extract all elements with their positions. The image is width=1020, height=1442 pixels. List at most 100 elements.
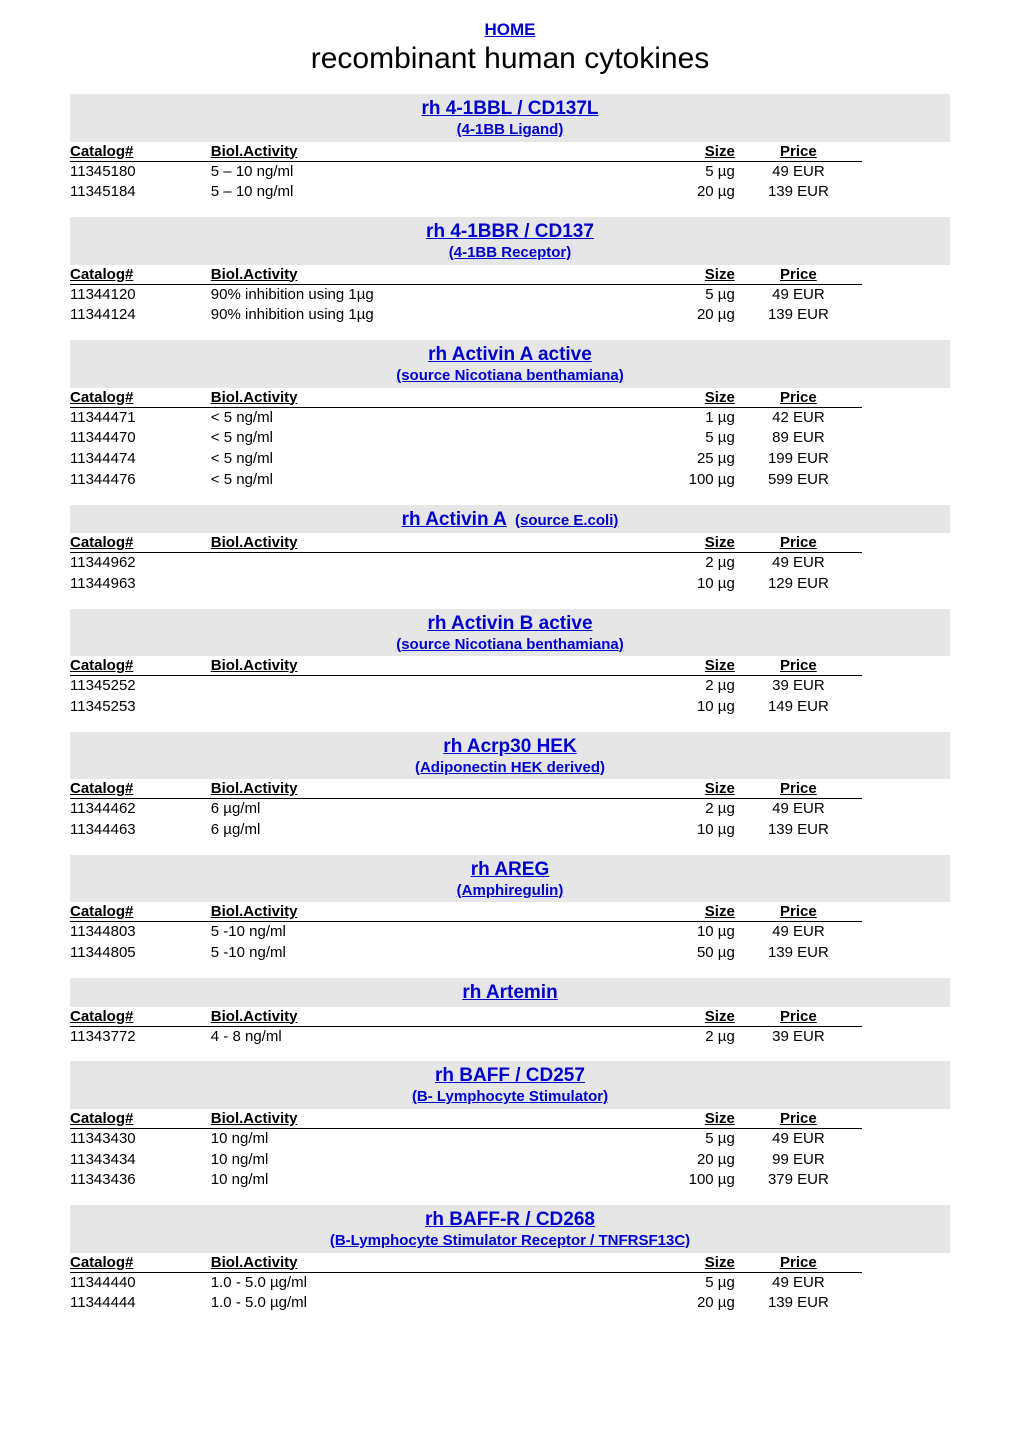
cell-pad bbox=[862, 182, 950, 203]
product-table: Catalog#Biol.ActivitySizePrice113449622 … bbox=[70, 533, 950, 595]
table-row: 113444441.0 - 5.0 µg/ml20 µg139 EUR bbox=[70, 1293, 950, 1314]
col-size: Size bbox=[475, 1109, 739, 1129]
section-subtitle-link[interactable]: (4-1BB Ligand) bbox=[457, 121, 564, 138]
col-catalog: Catalog# bbox=[70, 656, 211, 676]
product-table: Catalog#Biol.ActivitySizePrice11344471< … bbox=[70, 388, 950, 491]
section-header: rh Acrp30 HEK (Adiponectin HEK derived) bbox=[70, 732, 950, 780]
cell-size: 10 µg bbox=[475, 922, 739, 943]
col-price: Price bbox=[739, 265, 862, 285]
col-price: Price bbox=[739, 1109, 862, 1129]
cell-catalog: 11344124 bbox=[70, 305, 211, 326]
section-title-link[interactable]: rh Activin A active bbox=[428, 344, 592, 365]
col-size: Size bbox=[475, 656, 739, 676]
table-header-row: Catalog#Biol.ActivitySizePrice bbox=[70, 388, 950, 408]
table-row: 113452522 µg39 EUR bbox=[70, 676, 950, 697]
table-row: 11344471< 5 ng/ml1 µg42 EUR bbox=[70, 407, 950, 428]
home-link[interactable]: HOME bbox=[70, 20, 950, 40]
cell-price: 42 EUR bbox=[739, 407, 862, 428]
col-pad bbox=[862, 1007, 950, 1027]
col-size: Size bbox=[475, 533, 739, 553]
cell-price: 39 EUR bbox=[739, 676, 862, 697]
section-title-link[interactable]: rh 4-1BBR / CD137 bbox=[426, 221, 594, 242]
cell-pad bbox=[862, 820, 950, 841]
section-subtitle-link[interactable]: (source Nicotiana benthamiana) bbox=[396, 367, 624, 384]
cell-catalog: 11344120 bbox=[70, 284, 211, 305]
cell-price: 49 EUR bbox=[739, 553, 862, 574]
table-row: 113437724 - 8 ng/ml2 µg39 EUR bbox=[70, 1026, 950, 1047]
section-header: rh 4-1BBL / CD137L (4-1BB Ligand) bbox=[70, 94, 950, 142]
cell-size: 5 µg bbox=[475, 1128, 739, 1149]
section-subtitle-link[interactable]: (source E.coli) bbox=[515, 512, 618, 529]
col-pad bbox=[862, 1253, 950, 1273]
section-subtitle-link[interactable]: (source Nicotiana benthamiana) bbox=[396, 636, 624, 653]
col-activity: Biol.Activity bbox=[211, 1007, 475, 1027]
cell-size: 50 µg bbox=[475, 943, 739, 964]
cell-activity: 1.0 - 5.0 µg/ml bbox=[211, 1293, 475, 1314]
col-catalog: Catalog# bbox=[70, 902, 211, 922]
cell-size: 10 µg bbox=[475, 574, 739, 595]
section-subtitle-link[interactable]: (B- Lymphocyte Stimulator) bbox=[412, 1088, 608, 1105]
cell-size: 100 µg bbox=[475, 1170, 739, 1191]
cell-price: 379 EUR bbox=[739, 1170, 862, 1191]
col-price: Price bbox=[739, 388, 862, 408]
table-row: 11344470< 5 ng/ml5 µg89 EUR bbox=[70, 428, 950, 449]
table-row: 113444626 µg/ml2 µg49 EUR bbox=[70, 799, 950, 820]
section-title-link[interactable]: rh Acrp30 HEK bbox=[443, 736, 576, 757]
col-price: Price bbox=[739, 1253, 862, 1273]
section-subtitle-link[interactable]: (Adiponectin HEK derived) bbox=[415, 759, 605, 776]
table-row: 113448035 -10 ng/ml10 µg49 EUR bbox=[70, 922, 950, 943]
cell-pad bbox=[862, 161, 950, 182]
cell-pad bbox=[862, 799, 950, 820]
cell-pad bbox=[862, 449, 950, 470]
table-row: 1134525310 µg149 EUR bbox=[70, 697, 950, 718]
cell-size: 5 µg bbox=[475, 161, 739, 182]
cell-activity: < 5 ng/ml bbox=[211, 449, 475, 470]
col-activity: Biol.Activity bbox=[211, 533, 475, 553]
section-title-link[interactable]: rh 4-1BBL / CD137L bbox=[421, 98, 598, 119]
section-header: rh Activin A active (source Nicotiana be… bbox=[70, 340, 950, 388]
product-section: rh BAFF-R / CD268 (B-Lymphocyte Stimulato… bbox=[70, 1205, 950, 1314]
cell-catalog: 11344440 bbox=[70, 1272, 211, 1293]
cell-pad bbox=[862, 943, 950, 964]
product-section: rh Artemin Catalog#Biol.ActivitySizePrice… bbox=[70, 978, 950, 1048]
cell-size: 20 µg bbox=[475, 1293, 739, 1314]
section-title-link[interactable]: rh Activin B active bbox=[427, 613, 592, 634]
cell-price: 139 EUR bbox=[739, 182, 862, 203]
table-row: 11344476< 5 ng/ml100 µg599 EUR bbox=[70, 470, 950, 491]
section-title-link[interactable]: rh Activin A bbox=[402, 509, 507, 530]
cell-pad bbox=[862, 470, 950, 491]
cell-price: 49 EUR bbox=[739, 284, 862, 305]
col-activity: Biol.Activity bbox=[211, 1253, 475, 1273]
section-title-link[interactable]: rh BAFF-R / CD268 bbox=[425, 1209, 595, 1230]
col-activity: Biol.Activity bbox=[211, 1109, 475, 1129]
cell-activity bbox=[211, 553, 475, 574]
cell-catalog: 11344476 bbox=[70, 470, 211, 491]
cell-catalog: 11345252 bbox=[70, 676, 211, 697]
product-table: Catalog#Biol.ActivitySizePrice1134343010… bbox=[70, 1109, 950, 1191]
col-price: Price bbox=[739, 779, 862, 799]
table-row: 1134496310 µg129 EUR bbox=[70, 574, 950, 595]
cell-catalog: 11344963 bbox=[70, 574, 211, 595]
cell-catalog: 11343430 bbox=[70, 1128, 211, 1149]
section-title-link[interactable]: rh BAFF / CD257 bbox=[435, 1065, 585, 1086]
cell-pad bbox=[862, 922, 950, 943]
cell-activity: 90% inhibition using 1µg bbox=[211, 284, 475, 305]
cell-pad bbox=[862, 574, 950, 595]
section-subtitle-link[interactable]: (B-Lymphocyte Stimulator Receptor / TNFR… bbox=[330, 1232, 690, 1249]
table-header-row: Catalog#Biol.ActivitySizePrice bbox=[70, 1007, 950, 1027]
product-table: Catalog#Biol.ActivitySizePrice113437724 … bbox=[70, 1007, 950, 1048]
product-table: Catalog#Biol.ActivitySizePrice113451805 … bbox=[70, 142, 950, 204]
cell-price: 139 EUR bbox=[739, 1293, 862, 1314]
cell-pad bbox=[862, 1026, 950, 1047]
col-pad bbox=[862, 1109, 950, 1129]
section-subtitle-link[interactable]: (4-1BB Receptor) bbox=[449, 244, 572, 261]
section-title-link[interactable]: rh Artemin bbox=[462, 982, 557, 1003]
table-row: 1134412090% inhibition using 1µg5 µg49 E… bbox=[70, 284, 950, 305]
col-pad bbox=[862, 779, 950, 799]
cell-price: 49 EUR bbox=[739, 1128, 862, 1149]
section-subtitle-link[interactable]: (Amphiregulin) bbox=[457, 882, 564, 899]
table-row: 113444401.0 - 5.0 µg/ml5 µg49 EUR bbox=[70, 1272, 950, 1293]
col-pad bbox=[862, 388, 950, 408]
section-title-link[interactable]: rh AREG bbox=[471, 859, 549, 880]
section-header: rh 4-1BBR / CD137 (4-1BB Receptor) bbox=[70, 217, 950, 265]
